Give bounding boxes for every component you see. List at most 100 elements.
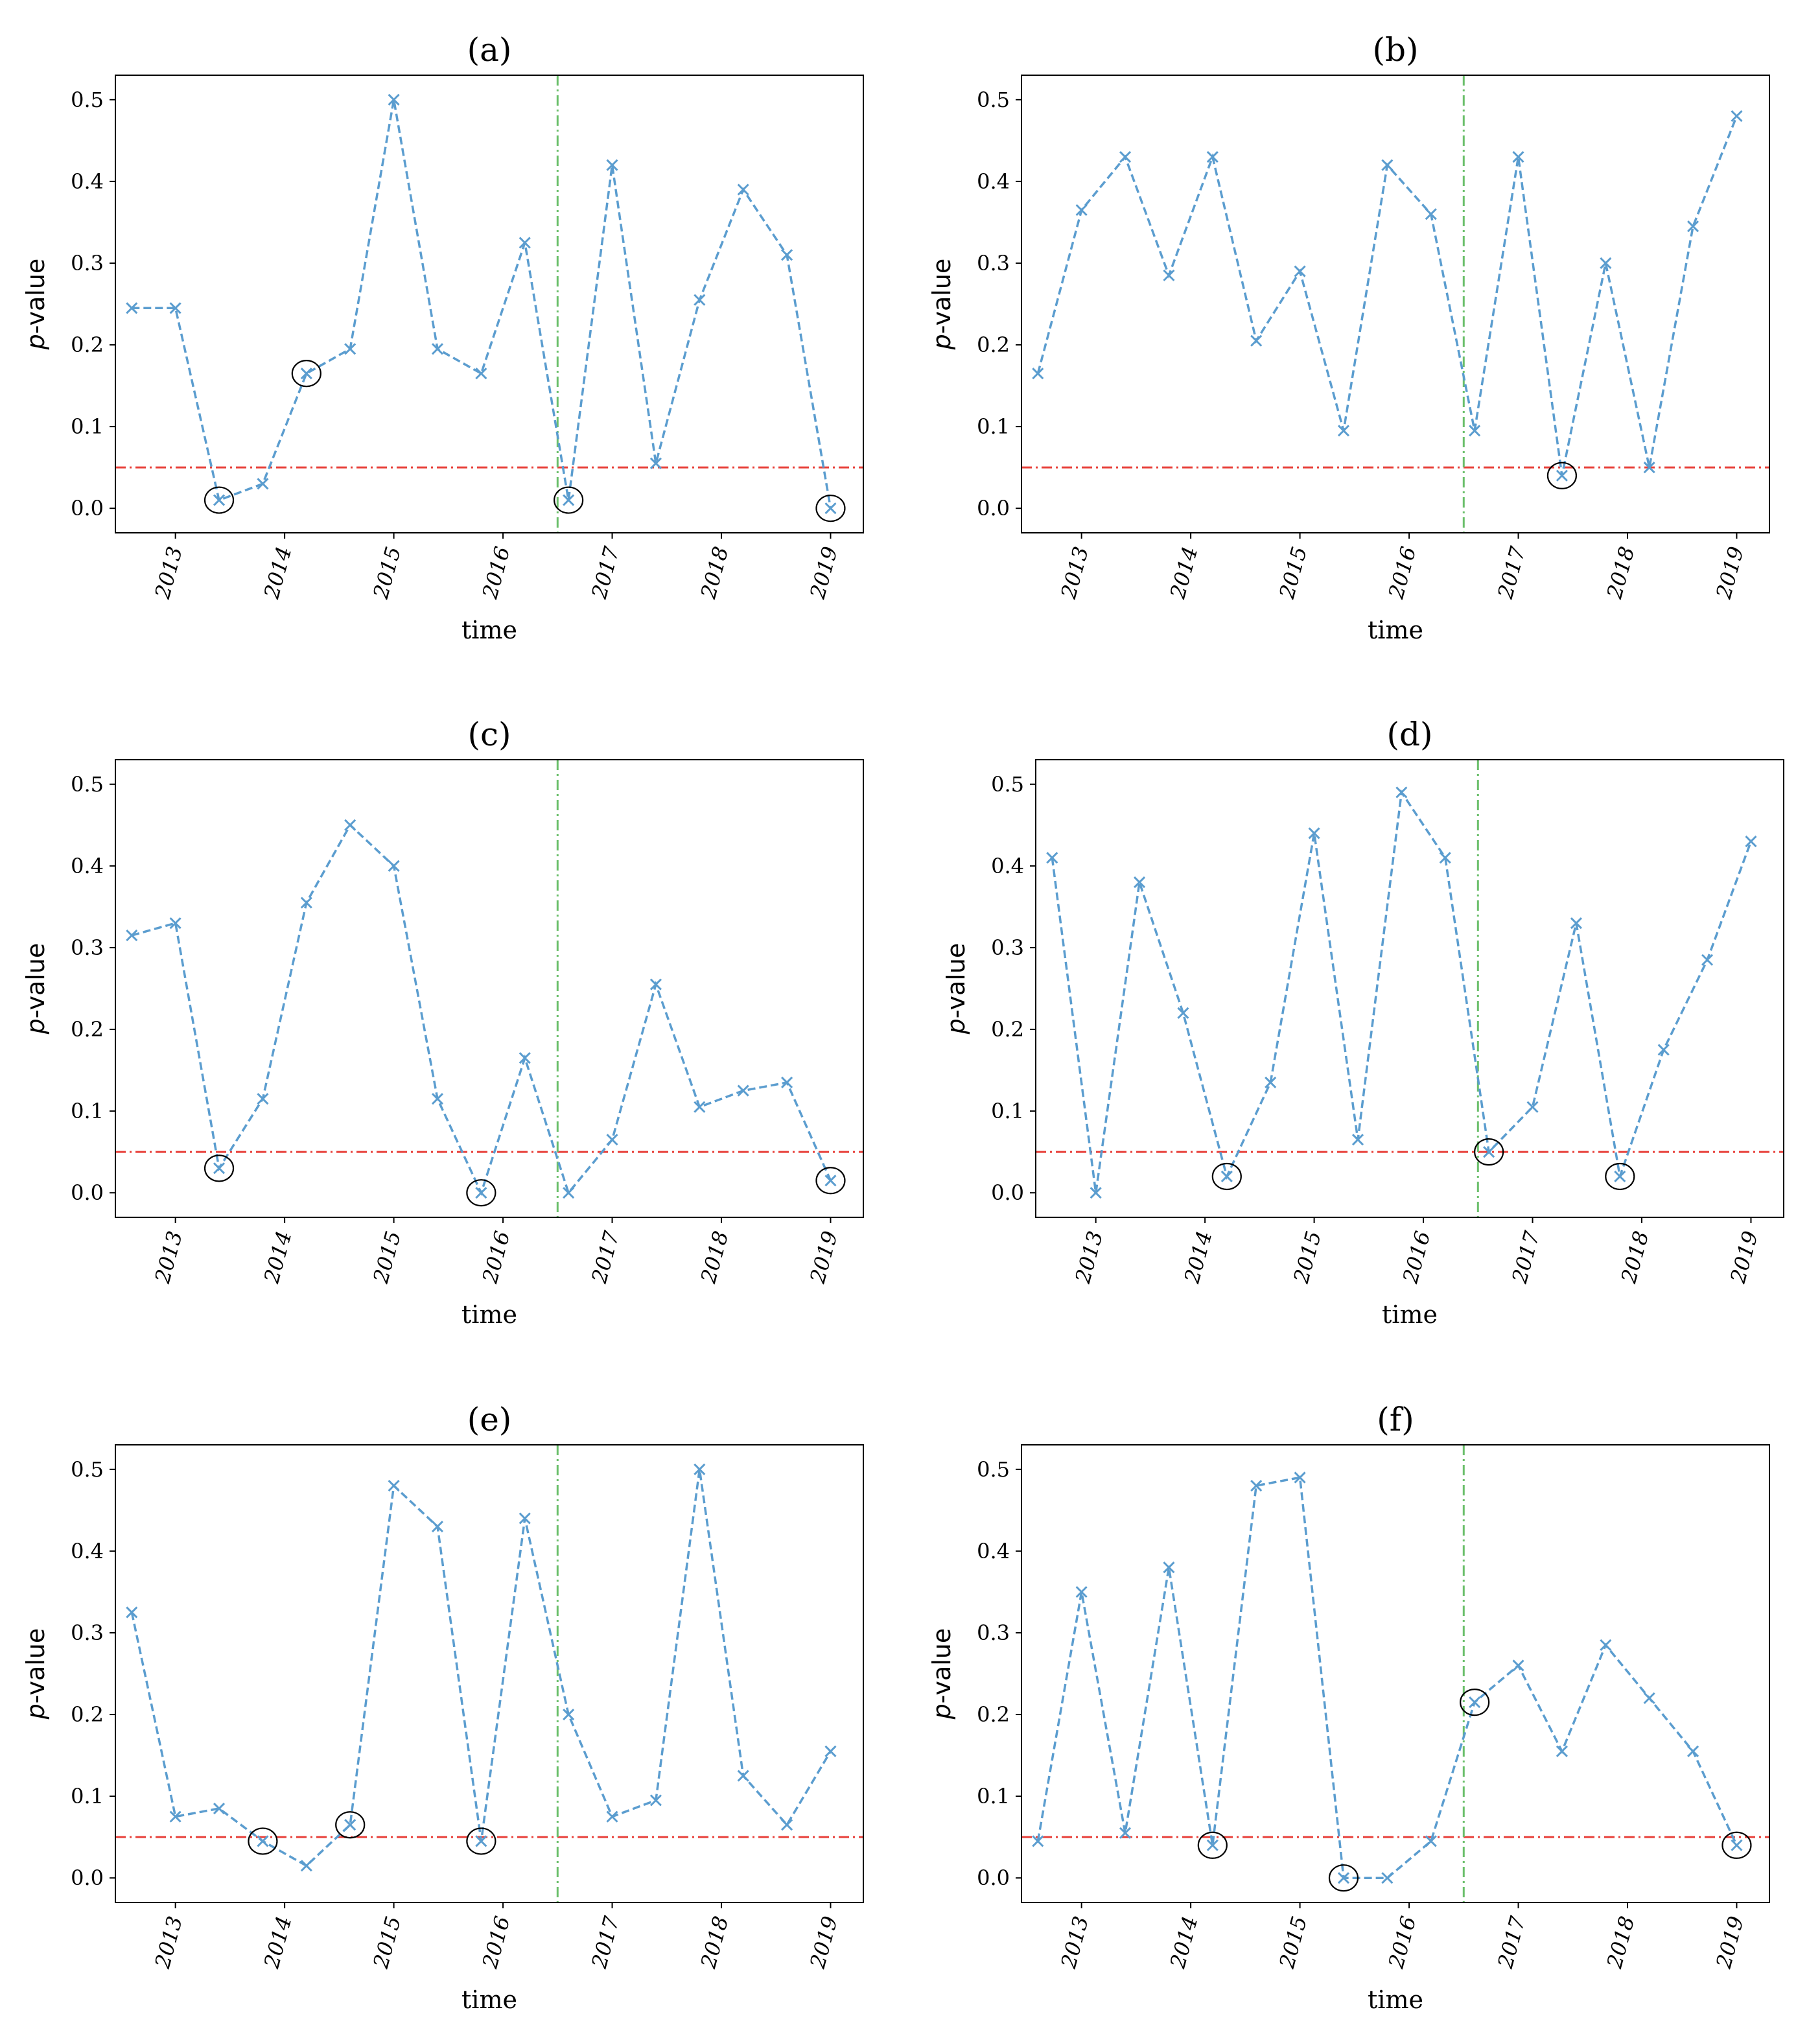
highlight-circle: [204, 486, 235, 514]
data-point: [169, 302, 181, 314]
data-point: [431, 1521, 444, 1533]
highlight-circle: [815, 495, 846, 522]
data-point: [1265, 1076, 1277, 1089]
data-point: [1425, 1835, 1437, 1847]
data-point: [1119, 1827, 1132, 1839]
data-point: [1600, 257, 1612, 270]
y-axis-label-italic: p: [928, 1703, 956, 1720]
data-point: [475, 1835, 487, 1847]
x-tick-label: 2017: [1493, 1913, 1530, 1971]
data-point: [257, 1835, 269, 1847]
data-point: [1687, 220, 1699, 233]
data-point: [1512, 151, 1524, 163]
x-tick-label: 2015: [1274, 1913, 1312, 1971]
x-tick-label: 2017: [587, 1228, 624, 1286]
y-tick-label: 0.1: [977, 1784, 1010, 1808]
y-tick-label: 0.1: [991, 1099, 1024, 1123]
data-point: [1556, 1745, 1568, 1757]
y-tick-label: 0.4: [977, 169, 1010, 194]
y-tick-label: 0.3: [977, 1621, 1010, 1645]
panel-c: (c) 0.0 0.1 0.2 0.3 0.4 0.5 2013 2014 2015 2016 201…: [21, 716, 864, 1329]
x-tick-label: 2019: [805, 544, 843, 602]
data-point: [1483, 1146, 1495, 1158]
y-tick-label: 0.2: [71, 1702, 104, 1727]
x-tick-label: 2013: [150, 1913, 187, 1971]
data-point: [475, 368, 487, 380]
y-tick-label: 0.0: [977, 496, 1010, 521]
x-tick-label: 2015: [368, 1913, 406, 1971]
plot-frame: [1021, 1444, 1770, 1903]
data-point: [1614, 1170, 1626, 1183]
data-point: [519, 237, 531, 249]
panel-title: (f): [1377, 1401, 1414, 1438]
x-tick-label: 2014: [1179, 1228, 1217, 1286]
panel-a: (a) 0.0 0.1 0.2 0.3 0.4 0.5 2013 2014 2015 2016 201…: [21, 31, 864, 644]
x-tick-label: 2013: [1056, 1913, 1093, 1971]
panel-f: (f) 0.0 0.1 0.2 0.3 0.4 0.5 2013 2014 2015 2016 201…: [928, 1401, 1770, 2014]
data-point: [1308, 827, 1320, 839]
x-tick-label: 2014: [1165, 1913, 1202, 1971]
data-point: [781, 1076, 793, 1089]
y-axis-label-rest: -value: [21, 943, 50, 1019]
data-point: [344, 1819, 356, 1831]
data-point: [126, 929, 138, 942]
x-tick-label: 2015: [368, 1228, 406, 1286]
highlight-circle: [1328, 1864, 1359, 1892]
data-point: [475, 1187, 487, 1199]
x-tick-label: 2018: [695, 544, 733, 602]
panel-title: (e): [467, 1401, 512, 1438]
data-point: [1294, 265, 1306, 277]
data-point: [1119, 151, 1132, 163]
data-point: [649, 457, 662, 469]
data-point: [563, 1708, 575, 1721]
data-point: [1439, 852, 1451, 864]
x-tick-label: 2019: [1711, 544, 1749, 602]
data-point: [781, 1819, 793, 1831]
data-point: [300, 368, 312, 380]
data-point: [1133, 876, 1146, 889]
data-point: [388, 93, 400, 106]
data-point: [1032, 368, 1044, 380]
y-tick-label: 0.3: [991, 935, 1024, 960]
panel-e: (e) 0.0 0.1 0.2 0.3 0.4 0.5 2013 2014 2015 2016 201…: [21, 1401, 864, 2014]
y-axis-label-italic: p: [21, 334, 50, 350]
data-point: [1206, 1839, 1219, 1851]
y-tick-label: 0.2: [71, 333, 104, 357]
data-point: [1337, 1872, 1350, 1884]
y-tick-label: 0.1: [977, 414, 1010, 439]
data-point: [1163, 1562, 1175, 1574]
y-axis-label-rest: -value: [928, 259, 956, 334]
data-point: [1294, 1471, 1306, 1484]
data-point: [213, 1802, 226, 1815]
highlight-circle: [204, 1154, 235, 1182]
data-point: [1731, 110, 1743, 123]
x-tick-label: 2016: [477, 544, 515, 602]
data-point: [649, 978, 662, 990]
highlight-circle: [1197, 1831, 1228, 1859]
series-line: [132, 99, 832, 509]
panel-title: (c): [467, 716, 511, 753]
data-point: [1046, 852, 1058, 864]
x-tick-label: 2017: [1507, 1228, 1545, 1286]
data-point: [1687, 1745, 1699, 1757]
y-axis-label: p-value: [928, 1628, 956, 1720]
y-tick-label: 0.2: [991, 1017, 1024, 1042]
data-point: [431, 1093, 444, 1105]
x-tick-label: 2013: [150, 1228, 187, 1286]
x-tick-label: 2019: [1725, 1228, 1763, 1286]
highlight-circle: [335, 1811, 366, 1839]
data-point: [649, 1794, 662, 1807]
data-point: [1526, 1101, 1539, 1113]
y-tick-label: 0.0: [991, 1180, 1024, 1205]
data-point: [1075, 1586, 1088, 1598]
highlight-circle: [1546, 462, 1578, 489]
panel-d: (d) 0.0 0.1 0.2 0.3 0.4 0.5 2013 2014 2015 2016 201…: [942, 716, 1784, 1329]
data-point: [257, 1093, 269, 1105]
data-point: [694, 1101, 706, 1113]
y-tick-label: 0.0: [977, 1866, 1010, 1890]
y-tick-label: 0.3: [71, 1621, 104, 1645]
data-point: [824, 502, 837, 515]
series-line: [130, 1469, 832, 1867]
y-axis-label-italic: p: [928, 334, 956, 350]
